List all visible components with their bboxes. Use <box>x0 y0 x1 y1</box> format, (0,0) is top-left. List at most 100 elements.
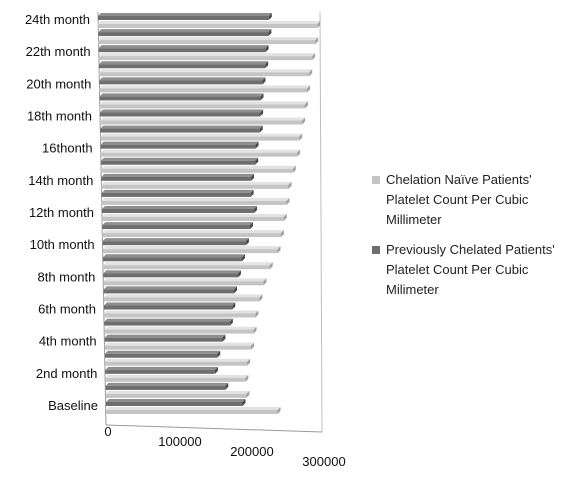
bar-chelation-naive-3-end <box>247 358 251 366</box>
bar-chelation-naive-1 <box>105 393 247 398</box>
bar-previously-chelated-7-top <box>103 286 238 290</box>
bar-previously-chelated-13-top <box>101 189 254 193</box>
bar-chelation-naive-8-end <box>263 278 267 286</box>
bar-previously-chelated-20 <box>99 80 263 85</box>
bar-chelation-naive-18-end <box>302 117 306 125</box>
bar-previously-chelated-5-top <box>104 318 233 322</box>
bar-chelation-naive-14-end <box>288 181 292 189</box>
bar-chelation-naive-5-end <box>253 326 257 334</box>
bar-previously-chelated-22-top <box>98 45 269 49</box>
bar-chelation-naive-19 <box>99 104 305 109</box>
bar-previously-chelated-21-top <box>99 61 269 65</box>
legend-item-chelation-naive: Chelation Naïve Patients' Platelet Count… <box>372 170 562 230</box>
bar-previously-chelated-18-top <box>100 109 264 113</box>
bar-chelation-naive-4-top <box>104 342 255 346</box>
bar-chelation-naive-2 <box>105 377 246 382</box>
bar-previously-chelated-4-end <box>222 334 226 342</box>
legend-swatch-dark <box>372 246 380 254</box>
bar-chelation-naive-11 <box>102 233 281 238</box>
bar-previously-chelated-14-top <box>101 173 255 177</box>
category-tick-label: 12th month <box>29 205 94 220</box>
bar-previously-chelated-15-end <box>255 157 259 165</box>
bar-previously-chelated-23-end <box>268 29 272 37</box>
bar-chelation-naive-17 <box>100 136 300 141</box>
bar-previously-chelated-3 <box>105 353 218 358</box>
legend-swatch-light <box>372 176 380 184</box>
bar-chelation-naive-24-end <box>317 21 321 28</box>
bar-previously-chelated-8 <box>103 273 238 278</box>
bar-previously-chelated-10 <box>102 241 246 246</box>
bar-previously-chelated-15-top <box>101 157 259 161</box>
bar-previously-chelated-9-top <box>103 254 245 258</box>
bar-chelation-naive-21 <box>99 72 310 77</box>
bar-chelation-naive-8 <box>103 281 264 286</box>
bar-previously-chelated-0 <box>106 402 243 406</box>
bar-previously-chelated-9 <box>103 257 242 262</box>
bar-chelation-naive-14 <box>101 184 289 189</box>
bar-previously-chelated-5 <box>104 321 230 326</box>
bar-previously-chelated-2-end <box>214 366 218 374</box>
bar-chelation-naive-4 <box>104 345 252 350</box>
bar-previously-chelated-8-top <box>103 270 241 274</box>
bar-chelation-naive-15-end <box>292 165 296 173</box>
bar-chelation-naive-17-end <box>299 133 303 141</box>
bar-chelation-naive-1-top <box>105 390 250 394</box>
bar-chelation-naive-0 <box>106 410 278 414</box>
bar-previously-chelated-6-top <box>104 302 236 306</box>
bar-chelation-naive-20-top <box>99 85 311 89</box>
bar-previously-chelated-2-top <box>105 366 218 370</box>
bar-chelation-naive-11-end <box>280 230 284 238</box>
category-tick-label: 2nd month <box>36 366 97 381</box>
category-tick-label: 10th month <box>30 237 95 252</box>
bar-chelation-naive-1-end <box>246 390 250 398</box>
category-tick-label: 4th month <box>39 334 97 349</box>
category-tick-label: 6th month <box>38 302 96 317</box>
value-tick-label: 100000 <box>158 434 201 449</box>
bar-previously-chelated-23 <box>98 32 269 37</box>
bar-previously-chelated-4 <box>104 337 223 342</box>
bar-previously-chelated-2 <box>105 369 215 374</box>
bar-chelation-naive-23-top <box>98 37 319 41</box>
bar-chelation-naive-7-end <box>259 294 263 302</box>
bar-previously-chelated-14 <box>101 176 252 181</box>
category-tick-label: Baseline <box>48 398 98 413</box>
bar-previously-chelated-13 <box>101 192 251 197</box>
bar-previously-chelated-24-top <box>98 13 272 16</box>
bar-chelation-naive-12 <box>102 217 284 221</box>
bar-chelation-naive-15-top <box>101 165 296 169</box>
bar-chelation-naive-13-top <box>101 197 290 201</box>
category-tick-label: 16thonth <box>42 141 93 156</box>
bar-previously-chelated-5-end <box>229 318 233 326</box>
bar-previously-chelated-19-end <box>260 93 264 101</box>
bar-previously-chelated-17-top <box>100 125 263 129</box>
value-tick-label: 300000 <box>302 454 345 469</box>
bar-chelation-naive-3 <box>105 361 248 366</box>
bar-chelation-naive-4-end <box>251 342 255 350</box>
bar-chelation-naive-7-top <box>103 294 263 298</box>
category-tick-label: 22th month <box>26 44 91 59</box>
bar-chelation-naive-6 <box>104 313 256 318</box>
bar-chelation-naive-16-top <box>100 149 301 153</box>
bar-chelation-naive-0-end <box>277 407 281 414</box>
bar-chelation-naive-22 <box>98 56 313 61</box>
bar-chelation-naive-21-top <box>99 69 313 73</box>
chart-legend: Chelation Naïve Patients' Platelet Count… <box>372 170 562 310</box>
bar-chelation-naive-19-top <box>99 101 308 105</box>
bar-previously-chelated-8-end <box>237 270 241 278</box>
bar-chelation-naive-9-end <box>269 262 273 270</box>
bar-chelation-naive-9 <box>103 265 270 270</box>
bar-previously-chelated-12-end <box>254 206 258 213</box>
bar-previously-chelated-19-top <box>99 93 264 97</box>
bar-previously-chelated-12 <box>102 209 255 213</box>
bar-previously-chelated-9-end <box>241 254 245 262</box>
bar-chelation-naive-18-top <box>100 117 306 121</box>
bar-chelation-naive-6-top <box>104 310 259 314</box>
bar-chelation-naive-12-end <box>283 214 287 221</box>
category-tick-label: 14th month <box>28 173 93 188</box>
category-tick-label: 24th month <box>25 12 90 27</box>
bar-chelation-naive-16 <box>100 152 298 157</box>
category-tick-label: 20th month <box>26 76 91 91</box>
bar-previously-chelated-0-end <box>242 399 246 406</box>
bar-chelation-naive-12-top <box>102 214 287 217</box>
bar-previously-chelated-24-end <box>268 13 272 20</box>
